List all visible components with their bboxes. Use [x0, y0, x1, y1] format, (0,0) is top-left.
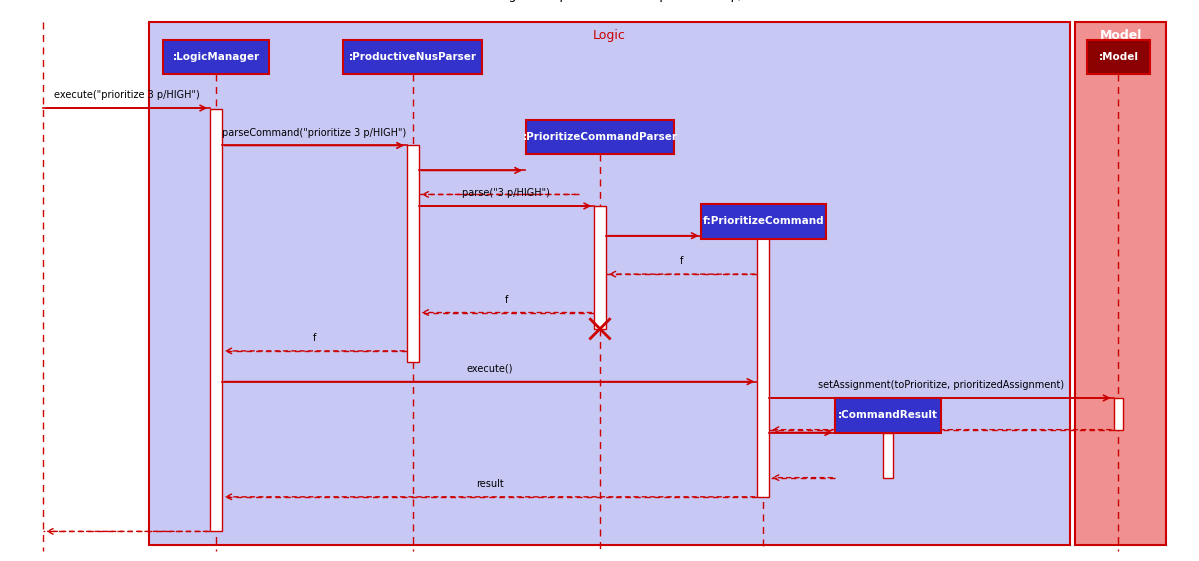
Bar	[210, 109, 222, 531]
Text: f:PrioritizeCommand: f:PrioritizeCommand	[703, 217, 824, 226]
Bar	[163, 40, 269, 75]
Bar	[149, 22, 1071, 545]
Text: parse("3 p/HIGH"): parse("3 p/HIGH")	[463, 188, 550, 198]
Bar	[1114, 398, 1123, 430]
Bar	[758, 236, 769, 497]
Text: :PrioritizeCommandParser: :PrioritizeCommandParser	[523, 132, 677, 142]
Bar	[836, 398, 941, 433]
Text: f: f	[680, 256, 683, 266]
Bar	[1076, 22, 1167, 545]
Text: :Model: :Model	[1098, 52, 1138, 62]
Text: :CommandResult: :CommandResult	[838, 410, 938, 420]
Bar	[1087, 40, 1150, 75]
Text: f: f	[505, 295, 508, 305]
Bar	[884, 433, 893, 477]
Text: execute("prioritize 3 p/HIGH"): execute("prioritize 3 p/HIGH")	[54, 90, 199, 100]
Text: Model: Model	[1099, 29, 1141, 42]
Text: setAssignment(toPrioritize, prioritizedAssignment): setAssignment(toPrioritize, prioritizedA…	[818, 380, 1065, 390]
Text: :ProductiveNusParser: :ProductiveNusParser	[349, 52, 477, 62]
Text: parseCommand("prioritize 3 p/HIGH"): parseCommand("prioritize 3 p/HIGH")	[222, 128, 406, 138]
Text: result: result	[476, 479, 504, 489]
Bar	[595, 206, 605, 329]
Text: :LogicManager: :LogicManager	[173, 52, 259, 62]
Text: execute(): execute()	[466, 364, 513, 374]
Text: Interactions Inside the Logic Component for the `prioritize 3 p/HIGH` Command: Interactions Inside the Logic Component …	[350, 0, 849, 2]
Bar	[406, 145, 418, 362]
Bar	[525, 119, 674, 154]
Bar	[700, 204, 826, 238]
Text: f: f	[313, 333, 317, 343]
Text: Logic: Logic	[594, 29, 626, 42]
Bar	[343, 40, 482, 75]
